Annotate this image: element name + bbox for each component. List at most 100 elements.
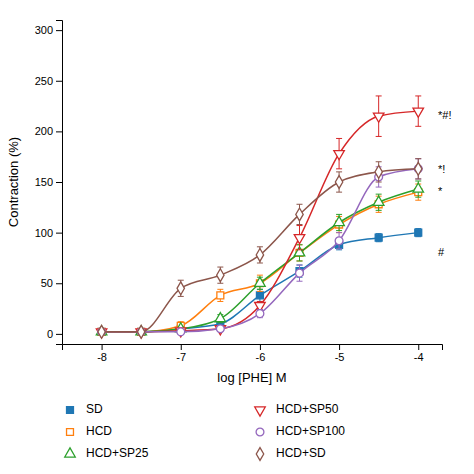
series bbox=[98, 184, 422, 335]
legend-marker bbox=[256, 448, 263, 461]
marker bbox=[415, 162, 422, 175]
error-bar bbox=[376, 162, 382, 182]
x-axis: -8 -7 -6 -5 -4 bbox=[63, 344, 443, 363]
y-axis-line bbox=[56, 21, 63, 345]
error-bar bbox=[217, 289, 223, 301]
y-tick: 250 bbox=[35, 75, 62, 87]
legend-marker bbox=[67, 429, 74, 436]
marker bbox=[255, 277, 266, 286]
marker bbox=[375, 165, 382, 178]
legend-item: HCD+SP50 bbox=[255, 402, 339, 416]
x-tick-label: -5 bbox=[335, 351, 345, 363]
x-tick-label: -7 bbox=[176, 351, 186, 363]
y-tick-label: 300 bbox=[35, 24, 53, 36]
marker bbox=[175, 328, 186, 337]
annotation: # bbox=[438, 246, 445, 258]
y-tick-mark bbox=[56, 334, 62, 335]
annotation: *! bbox=[438, 163, 445, 175]
y-tick: 300 bbox=[35, 24, 62, 36]
x-axis-title: log [PHE] M bbox=[217, 370, 286, 385]
y-tick-mark bbox=[56, 81, 62, 82]
marker bbox=[137, 325, 144, 338]
y-tick-mark bbox=[56, 30, 62, 31]
x-tick: -8 bbox=[97, 344, 107, 363]
x-tick-mark bbox=[102, 344, 103, 350]
error-bar bbox=[178, 280, 184, 296]
marker bbox=[215, 326, 226, 335]
error-bar bbox=[415, 159, 421, 179]
x-axis-line bbox=[63, 345, 443, 351]
x-tick-label: -6 bbox=[256, 351, 266, 363]
legend-item: SD bbox=[67, 402, 103, 416]
series bbox=[96, 96, 423, 338]
marker bbox=[256, 292, 263, 299]
error-bar bbox=[297, 204, 303, 224]
series-line bbox=[102, 169, 419, 332]
marker bbox=[294, 235, 305, 244]
legend-marker bbox=[256, 428, 264, 436]
error-bar bbox=[415, 229, 421, 237]
y-tick: 100 bbox=[35, 227, 62, 239]
series-line bbox=[102, 189, 419, 332]
legend-item: HCD+SP100 bbox=[256, 424, 345, 438]
legend-label: HCD+SP25 bbox=[86, 446, 149, 460]
series bbox=[96, 181, 423, 335]
marker bbox=[375, 234, 382, 241]
marker bbox=[335, 176, 342, 189]
y-tick-label: 100 bbox=[35, 227, 53, 239]
error-bar bbox=[415, 159, 421, 179]
marker bbox=[334, 151, 345, 160]
y-axis: 0 50 100 150 200 250 300 bbox=[35, 21, 63, 345]
marker bbox=[215, 313, 226, 322]
y-tick-mark bbox=[56, 182, 62, 183]
plot-area bbox=[96, 96, 423, 338]
marker bbox=[256, 248, 263, 261]
marker bbox=[335, 237, 343, 245]
legend-item: HCD bbox=[67, 424, 113, 438]
x-tick: -5 bbox=[335, 344, 345, 363]
error-bar bbox=[297, 265, 303, 281]
x-tick-mark bbox=[418, 344, 419, 350]
legend-label: HCD+SP50 bbox=[276, 402, 339, 416]
marker bbox=[98, 325, 105, 338]
series bbox=[98, 159, 422, 336]
y-tick: 200 bbox=[35, 125, 62, 137]
marker bbox=[296, 208, 303, 221]
x-tick-mark bbox=[260, 344, 261, 350]
error-bar bbox=[336, 233, 342, 249]
x-tick-label: -4 bbox=[414, 351, 424, 363]
legend-label: HCD+SD bbox=[276, 446, 326, 460]
annotation: *#! bbox=[438, 109, 451, 121]
y-tick-label: 200 bbox=[35, 125, 53, 137]
series-line bbox=[102, 111, 419, 332]
marker bbox=[177, 328, 185, 336]
y-axis-title: Contraction (%) bbox=[6, 137, 21, 227]
x-tick-label: -8 bbox=[97, 351, 107, 363]
y-tick: 0 bbox=[47, 328, 62, 340]
annotations: *#! *! * # bbox=[438, 109, 451, 258]
series-line bbox=[102, 192, 419, 332]
y-tick-label: 0 bbox=[47, 328, 53, 340]
annotation: * bbox=[438, 185, 443, 197]
marker bbox=[216, 325, 224, 333]
y-tick-label: 50 bbox=[41, 277, 53, 289]
error-bar bbox=[257, 310, 263, 318]
marker bbox=[217, 292, 224, 299]
x-tick-mark bbox=[181, 344, 182, 350]
y-tick-label: 150 bbox=[35, 176, 53, 188]
legend-marker bbox=[65, 448, 76, 457]
series-line bbox=[102, 169, 419, 332]
marker bbox=[334, 216, 345, 225]
marker bbox=[217, 269, 224, 282]
error-bar bbox=[257, 247, 263, 263]
legend-label: HCD+SP100 bbox=[276, 424, 345, 438]
legend-marker bbox=[255, 407, 266, 416]
error-bar bbox=[217, 267, 223, 283]
y-tick-mark bbox=[56, 283, 62, 284]
series bbox=[98, 229, 422, 336]
legend: SD HCD HCD+SP25 HCD+SP50 HCD+SP100 HCD+SD bbox=[65, 402, 346, 460]
marker bbox=[373, 113, 384, 122]
x-tick-mark bbox=[339, 344, 340, 350]
marker bbox=[415, 229, 422, 236]
y-tick-mark bbox=[56, 233, 62, 234]
